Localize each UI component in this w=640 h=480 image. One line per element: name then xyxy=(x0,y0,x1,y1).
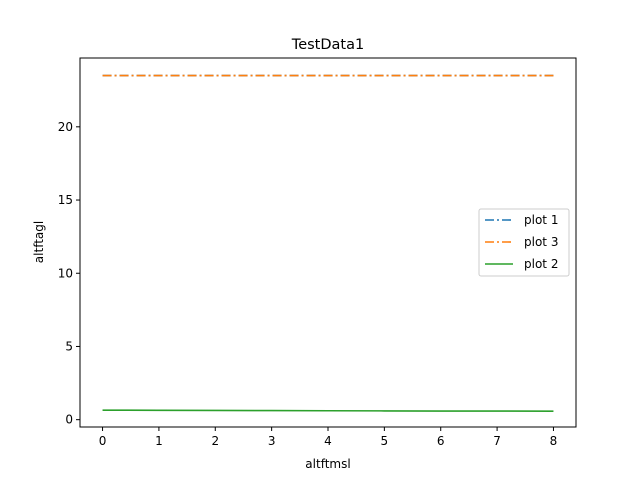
legend-label: plot 3 xyxy=(524,235,558,249)
y-axis: 0 5 10 15 20 xyxy=(58,120,80,427)
x-tick-label: 6 xyxy=(437,434,445,448)
x-tick-label: 4 xyxy=(324,434,332,448)
x-tick-label: 0 xyxy=(99,434,107,448)
y-tick-label: 20 xyxy=(58,120,73,134)
x-tick-label: 5 xyxy=(381,434,389,448)
x-axis: 0 1 2 3 4 5 6 7 8 xyxy=(99,427,558,448)
legend: plot 1 plot 3 plot 2 xyxy=(478,208,570,277)
y-axis-label: altftagl xyxy=(32,221,46,263)
y-tick-label: 15 xyxy=(58,193,73,207)
y-tick-label: 10 xyxy=(58,266,73,280)
legend-box xyxy=(478,208,570,277)
x-tick-label: 3 xyxy=(268,434,276,448)
x-tick-label: 2 xyxy=(211,434,219,448)
y-tick-label: 0 xyxy=(65,413,73,427)
x-axis-label: altftmsl xyxy=(305,457,350,471)
x-tick-label: 8 xyxy=(550,434,558,448)
y-tick-label: 5 xyxy=(65,339,73,353)
legend-label: plot 2 xyxy=(524,257,558,271)
x-tick-label: 1 xyxy=(155,434,163,448)
x-tick-label: 7 xyxy=(493,434,501,448)
legend-label: plot 1 xyxy=(524,213,558,227)
plot-area xyxy=(102,74,554,412)
series-line-plot-2 xyxy=(102,409,554,412)
chart-title: TestData1 xyxy=(291,37,364,53)
